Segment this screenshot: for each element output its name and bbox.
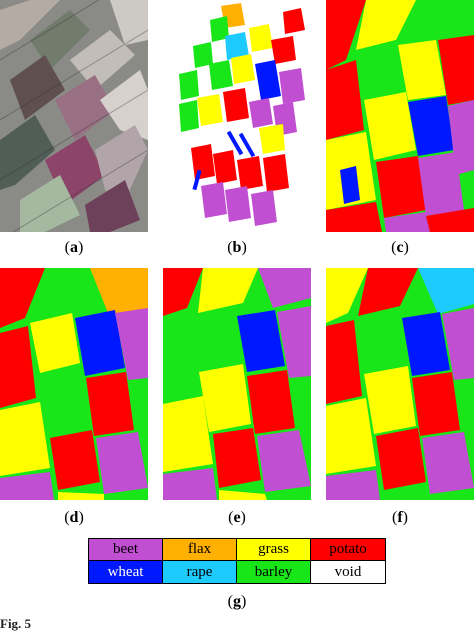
panel-f-caption: (f) [392,509,408,526]
panel-a-caption: (a) [64,239,84,256]
class-legend: beet flax grass potato wheat rape barley… [88,538,386,584]
panel-f-classification [326,268,474,500]
panel-a-sar-image [0,0,148,232]
panel-c-caption: (c) [391,239,409,256]
classification-map-f [326,268,474,500]
figure-caption: Fig. 5 [0,617,32,631]
panel-b-caption: (b) [227,239,247,256]
sar-image-graphic [0,0,148,232]
classification-map-c [326,0,474,232]
panel-c-classification [326,0,474,232]
legend-rape: rape [163,561,237,583]
panel-b-ground-truth [163,0,311,232]
legend-flax: flax [163,539,237,561]
classification-map-e [163,268,311,500]
classification-map-d [0,268,148,500]
legend-beet: beet [89,539,163,561]
legend-grass: grass [237,539,311,561]
panel-e-caption: (e) [228,509,246,526]
legend-wheat: wheat [89,561,163,583]
legend-void: void [311,561,385,583]
panel-e-classification [163,268,311,500]
legend-caption: (g) [227,593,247,610]
legend-potato: potato [311,539,385,561]
legend-barley: barley [237,561,311,583]
panel-d-caption: (d) [64,509,84,526]
ground-truth-graphic [163,0,311,232]
panel-d-classification [0,268,148,500]
